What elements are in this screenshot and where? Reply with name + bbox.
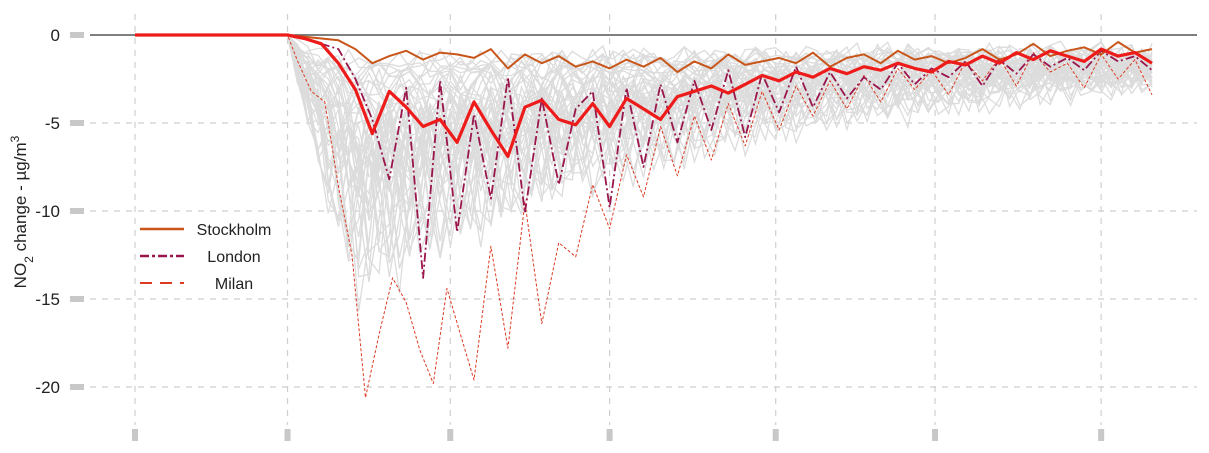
legend-label: London [207, 249, 260, 266]
other-city-line [135, 34, 1153, 110]
other-city-line [135, 34, 1153, 265]
y-axis-ticks: 0 -5 -10 -15 -20 [35, 26, 84, 397]
x-tick-mark [606, 429, 613, 441]
legend-label: Stockholm [197, 222, 272, 239]
y-axis-title-part: NO [11, 263, 30, 289]
x-tick-mark [1098, 429, 1105, 441]
legend: Stockholm London Milan [140, 222, 271, 293]
y-axis-title: NO2 change - µg/m3 [8, 135, 36, 288]
legend-label: Milan [215, 276, 253, 293]
y-tick-mark [70, 120, 84, 126]
y-axis-title-part: change - µg/m [11, 142, 30, 256]
grid-lines [90, 14, 1197, 425]
y-tick-label: -5 [45, 114, 60, 133]
x-tick-mark [132, 429, 138, 441]
other-city-line [135, 34, 1153, 216]
y-tick-label: -20 [35, 378, 60, 397]
x-tick-marks [132, 429, 1105, 441]
x-tick-mark [447, 429, 454, 441]
x-tick-mark [772, 429, 779, 441]
series-line-average [135, 33, 1153, 158]
other-city-line [135, 34, 1153, 208]
other-city-line [135, 34, 1153, 131]
y-tick-mark [70, 208, 84, 214]
other-city-line [135, 34, 1153, 255]
other-city-line [135, 34, 1153, 174]
x-tick-mark [284, 429, 291, 441]
y-tick-label: 0 [51, 26, 60, 45]
other-city-line [135, 34, 1153, 262]
y-tick-mark [70, 32, 84, 38]
y-axis-title-superscript: 3 [8, 135, 22, 142]
other-city-line [135, 34, 1153, 219]
series-line-london [135, 34, 1153, 279]
y-tick-mark [70, 384, 84, 390]
y-tick-mark [70, 296, 84, 302]
y-tick-label: -10 [35, 202, 60, 221]
other-city-line [135, 34, 1153, 188]
y-tick-label: -15 [35, 290, 60, 309]
y-axis-title-subscript: 2 [22, 256, 36, 263]
x-tick-mark [932, 429, 939, 441]
highlighted-series [135, 33, 1153, 399]
